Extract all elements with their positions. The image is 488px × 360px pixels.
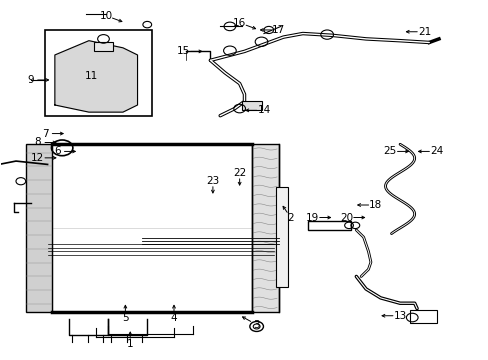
- Text: 12: 12: [31, 153, 44, 163]
- Bar: [242, 102, 261, 111]
- Text: 16: 16: [233, 18, 246, 28]
- Text: 18: 18: [368, 200, 382, 210]
- Text: 1: 1: [127, 339, 133, 349]
- Text: 13: 13: [393, 311, 406, 321]
- Text: 4: 4: [170, 312, 177, 323]
- Text: 7: 7: [42, 129, 48, 139]
- Text: 24: 24: [429, 147, 442, 157]
- Bar: [307, 221, 351, 230]
- Text: 5: 5: [122, 312, 128, 323]
- Bar: [94, 42, 113, 51]
- Bar: [276, 187, 287, 287]
- Text: 23: 23: [206, 176, 219, 186]
- Text: 10: 10: [99, 11, 112, 21]
- Text: 25: 25: [383, 147, 396, 157]
- Text: 6: 6: [54, 147, 61, 157]
- Text: 2: 2: [287, 212, 293, 222]
- Text: 14: 14: [257, 105, 270, 115]
- Text: 21: 21: [417, 27, 430, 37]
- Text: 3: 3: [253, 320, 260, 330]
- Bar: [26, 144, 52, 312]
- Bar: [251, 144, 278, 312]
- Text: 8: 8: [35, 138, 41, 148]
- Bar: [45, 30, 152, 116]
- Bar: [52, 144, 251, 312]
- Text: 11: 11: [84, 71, 98, 81]
- Bar: [409, 310, 436, 323]
- Text: 20: 20: [339, 212, 352, 222]
- Text: 9: 9: [27, 75, 34, 85]
- Polygon shape: [55, 41, 137, 112]
- Text: 22: 22: [233, 168, 246, 178]
- Text: 15: 15: [177, 46, 190, 57]
- Text: 17: 17: [271, 25, 285, 35]
- Text: 19: 19: [305, 212, 319, 222]
